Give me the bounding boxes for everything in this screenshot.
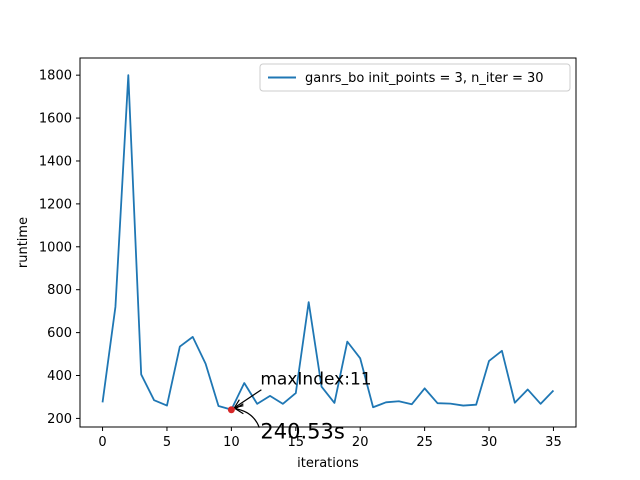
annotation-value: 240.53s — [260, 420, 344, 444]
x-tick-label: 25 — [416, 435, 433, 450]
legend: ganrs_bo init_points = 3, n_iter = 30 — [259, 63, 571, 92]
y-tick-label: 800 — [47, 283, 72, 298]
y-tick-label: 1000 — [39, 240, 72, 255]
legend-box — [259, 63, 571, 92]
x-tick-label: 35 — [545, 435, 562, 450]
highlight-point — [227, 406, 235, 414]
annotation-arrowhead — [233, 399, 244, 409]
x-tick-label: 20 — [352, 435, 369, 450]
series-line — [101, 74, 555, 411]
x-tick-label: 5 — [163, 435, 171, 450]
axes: 0 5 10 15 20 25 30 35 200 400 600 800 1000 1200 1400 16… — [39, 57, 577, 450]
y-tick-label: 1400 — [39, 154, 72, 169]
x-tick-label: 0 — [98, 435, 106, 450]
y-tick-label: 1800 — [39, 69, 72, 84]
x-tick-label: 15 — [288, 435, 305, 450]
x-axis-label: iterations — [297, 456, 359, 471]
y-tick-label: 1600 — [39, 112, 72, 127]
x-tick-label: 30 — [481, 435, 498, 450]
annotation-max-index: maxIndex:11 — [260, 370, 371, 390]
x-tick-label: 10 — [223, 435, 240, 450]
plot-frame — [79, 57, 577, 428]
annotation-arrow — [235, 408, 260, 428]
annotation-arrow — [234, 389, 262, 409]
y-tick-label: 200 — [47, 412, 72, 427]
y-tick-label: 1200 — [39, 197, 72, 212]
y-axis-label: runtime — [16, 217, 31, 268]
y-tick-label: 400 — [47, 369, 72, 384]
series-layer — [101, 74, 555, 411]
annotation-arrowhead — [234, 403, 244, 415]
y-tick-label: 600 — [47, 326, 72, 341]
legend-label: ganrs_bo init_points = 3, n_iter = 30 — [305, 71, 544, 86]
annotation-layer: maxIndex:11 240.53s — [227, 370, 372, 444]
